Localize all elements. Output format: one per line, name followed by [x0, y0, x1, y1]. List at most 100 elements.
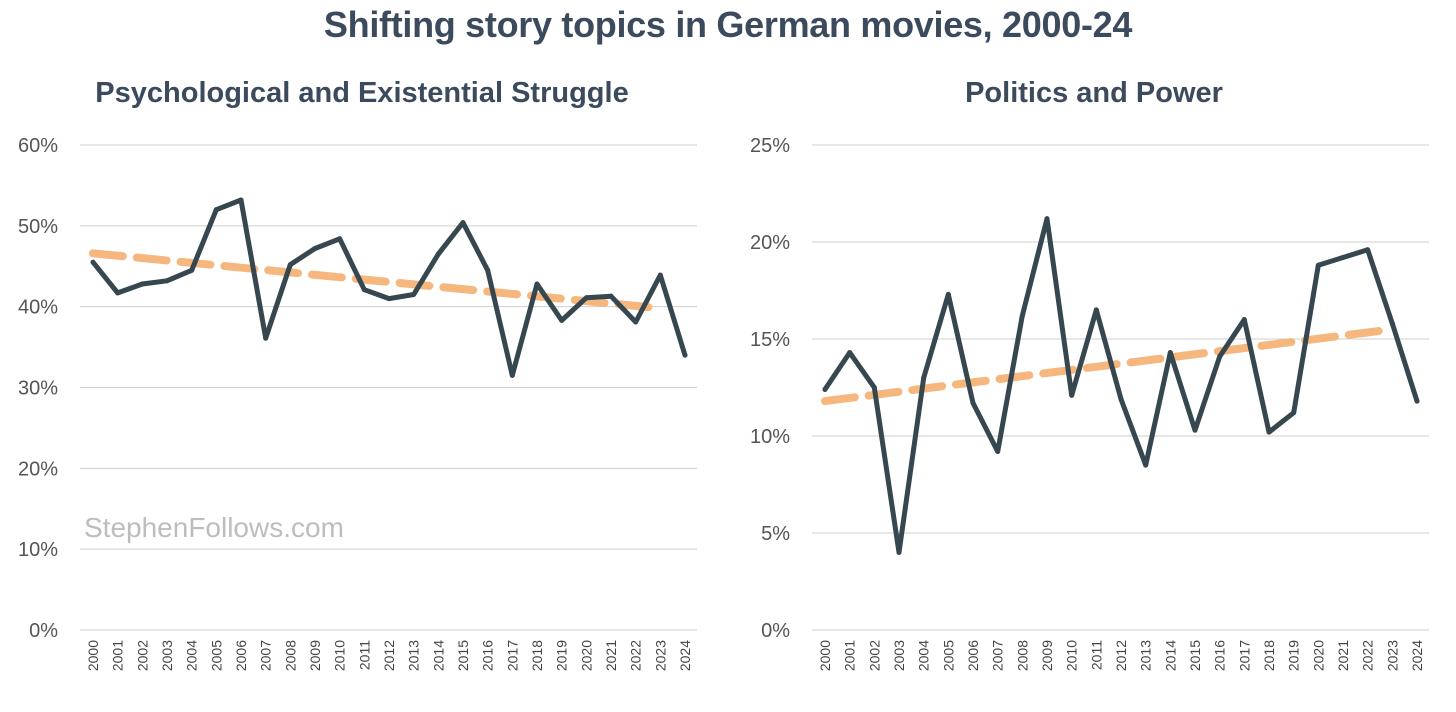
data-point	[871, 385, 877, 390]
x-tick-label: 2005	[940, 640, 956, 671]
data-point	[435, 251, 441, 257]
data-point	[682, 352, 688, 358]
x-tick-label: 2007	[990, 640, 1006, 671]
data-point	[1291, 410, 1297, 416]
x-tick-label: 2004	[184, 640, 200, 671]
data-point	[921, 375, 927, 381]
x-tick-label: 2017	[1236, 640, 1252, 671]
y-tick-label: 40%	[18, 297, 58, 319]
data-point	[411, 292, 417, 298]
data-point	[970, 400, 976, 406]
x-tick-label: 2001	[842, 640, 858, 671]
data-point	[509, 372, 515, 378]
x-tick-label: 2002	[866, 640, 882, 671]
x-tick-label: 2005	[208, 640, 224, 671]
x-tick-label: 2017	[504, 640, 520, 671]
y-tick-label: 25%	[750, 135, 790, 157]
data-point	[1019, 313, 1025, 319]
data-point	[1340, 255, 1346, 261]
data-point	[1365, 247, 1371, 253]
data-point	[460, 220, 466, 226]
x-tick-label: 2015	[455, 640, 471, 671]
data-point	[945, 291, 951, 297]
x-tick-label: 2011	[1088, 640, 1104, 670]
data-point	[1241, 317, 1247, 323]
data-point	[485, 267, 491, 273]
data-point	[361, 287, 367, 293]
x-tick-label: 2013	[406, 640, 422, 671]
x-tick-label: 2020	[578, 640, 594, 671]
chart-1: Psychological and Existential Struggle 0%…	[18, 77, 697, 671]
x-tick-label: 2008	[282, 640, 298, 671]
data-point	[312, 245, 318, 251]
y-tick-label: 50%	[18, 216, 58, 238]
x-tick-label: 2018	[1261, 640, 1277, 671]
x-tick-label: 2020	[1310, 640, 1326, 671]
data-point	[1217, 353, 1223, 359]
x-tick-label: 2004	[916, 640, 932, 671]
data-point	[189, 267, 195, 273]
data-point	[1192, 427, 1198, 433]
data-point	[1167, 350, 1173, 356]
data-point	[822, 386, 828, 392]
data-point	[1414, 398, 1420, 404]
data-point	[559, 317, 565, 323]
data-point	[896, 549, 902, 555]
x-tick-label: 2016	[480, 640, 496, 671]
page-title: Shifting story topics in German movies, …	[323, 4, 1133, 45]
x-tick-label: 2000	[85, 640, 101, 671]
x-tick-label: 2011	[356, 640, 372, 670]
x-tick-label: 2022	[1360, 640, 1376, 671]
y-tick-label: 20%	[750, 232, 790, 254]
data-point	[115, 290, 121, 296]
data-point	[337, 236, 343, 242]
x-tick-label: 2003	[159, 640, 175, 671]
x-tick-label: 2019	[1286, 640, 1302, 671]
data-point	[1266, 429, 1272, 435]
x-tick-label: 2018	[529, 640, 545, 671]
x-tick-label: 2002	[134, 640, 150, 671]
x-tick-label: 2009	[1039, 640, 1055, 671]
x-tick-label: 2006	[233, 640, 249, 671]
x-tick-label: 2008	[1014, 640, 1030, 671]
x-tick-label: 2021	[603, 640, 619, 671]
series-line	[822, 216, 1420, 555]
x-tick-label: 2016	[1212, 640, 1228, 671]
x-tick-label: 2000	[817, 640, 833, 671]
data-point	[238, 197, 244, 203]
trend-line	[89, 249, 665, 313]
x-tick-label: 2024	[677, 640, 693, 671]
data-point	[1143, 462, 1149, 468]
data-point	[213, 207, 219, 213]
x-tick-label: 2006	[965, 640, 981, 671]
data-point	[1069, 392, 1075, 398]
x-tick-label: 2007	[258, 640, 274, 671]
x-tick-label: 2023	[1384, 640, 1400, 671]
y-tick-label: 60%	[18, 135, 58, 157]
chart-title: Psychological and Existential Struggle	[95, 77, 628, 109]
x-tick-label: 2023	[652, 640, 668, 671]
data-point	[1044, 216, 1050, 222]
data-point	[263, 335, 269, 341]
chart-2: Politics and Power 0% 5% 10% 15% 20% 25% 2000 20…	[750, 77, 1429, 671]
x-tick-label: 2003	[891, 640, 907, 671]
data-point	[1093, 307, 1099, 313]
data-point	[90, 259, 96, 265]
x-tick-label: 2009	[307, 640, 323, 671]
x-tick-label: 2001	[110, 640, 126, 671]
x-tick-label: 2022	[628, 640, 644, 671]
y-tick-label: 0%	[29, 620, 58, 642]
watermark: StephenFollows.com	[84, 512, 344, 543]
data-point	[386, 296, 392, 302]
trend-line	[821, 325, 1397, 406]
x-tick-label: 2012	[1113, 640, 1129, 671]
y-tick-label: 0%	[761, 620, 790, 642]
data-point	[139, 281, 145, 287]
data-point	[1315, 262, 1321, 268]
chart-title: Politics and Power	[965, 77, 1223, 109]
y-tick-label: 10%	[18, 539, 58, 561]
x-tick-label: 2010	[332, 640, 348, 671]
y-tick-label: 20%	[18, 458, 58, 480]
data-point	[657, 272, 663, 278]
